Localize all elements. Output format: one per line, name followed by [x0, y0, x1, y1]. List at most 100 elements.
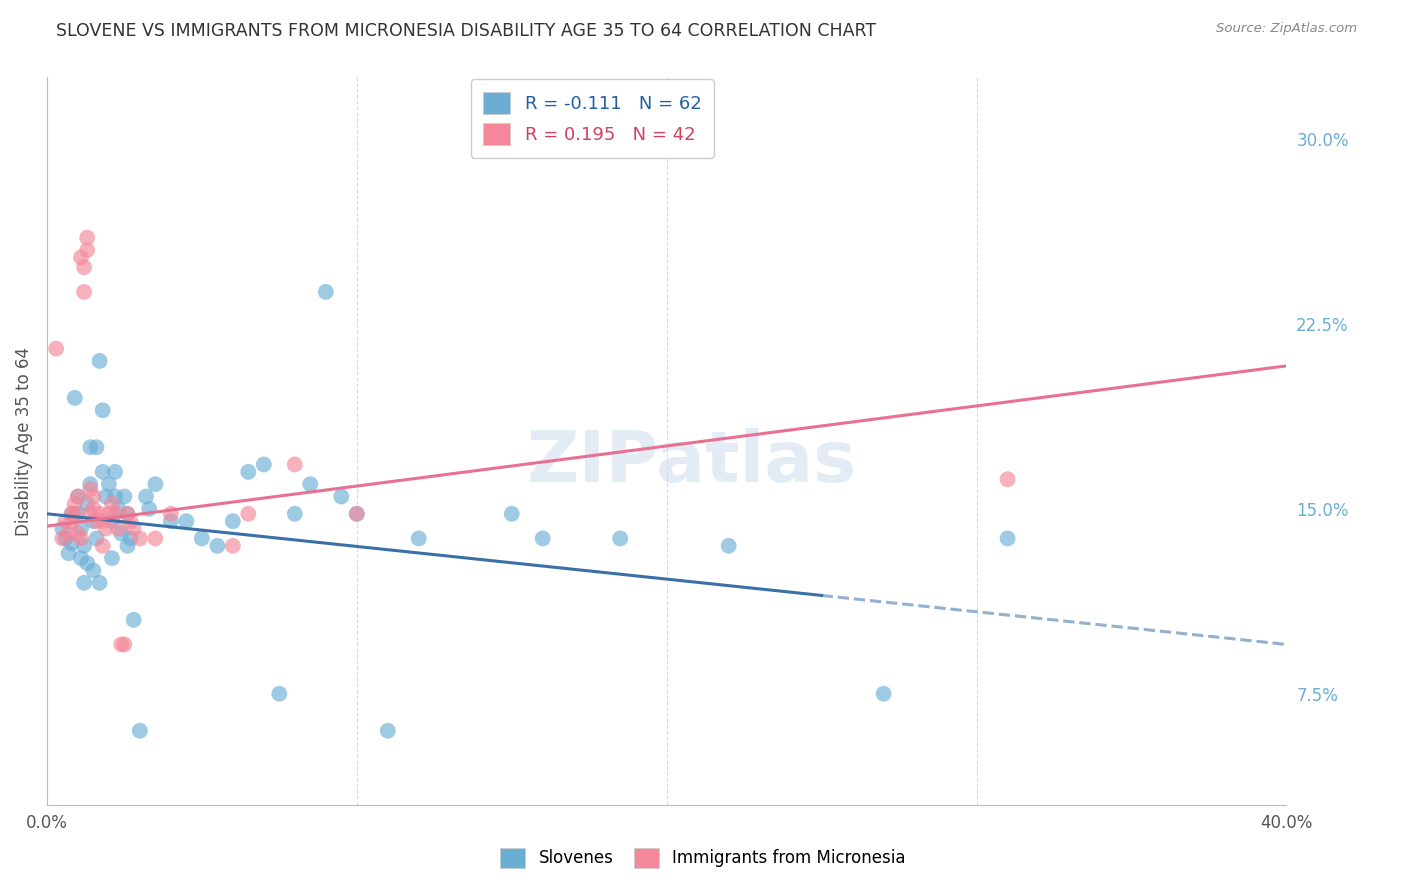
Point [86, 514, 108, 528]
Point [112, 637, 135, 651]
Point [89, 575, 111, 590]
Point [346, 507, 368, 521]
Point [58, 526, 80, 541]
Point [408, 532, 430, 546]
Point [717, 539, 740, 553]
Point [91, 465, 114, 479]
Legend: R = -0.111   N = 62, R = 0.195   N = 42: R = -0.111 N = 62, R = 0.195 N = 42 [471, 79, 714, 158]
Point [94, 522, 117, 536]
Point [70, 522, 93, 536]
Point [79, 440, 101, 454]
Point [70, 251, 93, 265]
Point [346, 507, 368, 521]
Point [86, 532, 108, 546]
Point [76, 243, 98, 257]
Point [60, 536, 83, 550]
Point [207, 539, 229, 553]
Point [70, 532, 93, 546]
Point [117, 507, 139, 521]
Point [872, 687, 894, 701]
Point [101, 497, 124, 511]
Point [79, 507, 101, 521]
Point [94, 490, 117, 504]
Text: Source: ZipAtlas.com: Source: ZipAtlas.com [1216, 22, 1357, 36]
Point [191, 532, 214, 546]
Point [253, 458, 276, 472]
Point [73, 260, 96, 275]
Point [82, 490, 104, 504]
Text: ZIPatlas: ZIPatlas [526, 428, 856, 498]
Point [122, 613, 145, 627]
Point [112, 490, 135, 504]
Point [60, 507, 83, 521]
Point [107, 522, 129, 536]
Point [160, 514, 183, 528]
Point [135, 490, 157, 504]
Legend: Slovenes, Immigrants from Micronesia: Slovenes, Immigrants from Micronesia [494, 841, 912, 875]
Point [110, 637, 132, 651]
Point [160, 507, 183, 521]
Point [86, 440, 108, 454]
Point [66, 490, 89, 504]
Point [82, 564, 104, 578]
Point [73, 575, 96, 590]
Point [73, 539, 96, 553]
Point [122, 522, 145, 536]
Point [609, 532, 631, 546]
Point [299, 477, 322, 491]
Point [76, 497, 98, 511]
Point [51, 532, 73, 546]
Point [76, 230, 98, 244]
Point [104, 490, 127, 504]
Point [138, 501, 160, 516]
Point [120, 532, 142, 546]
Point [63, 497, 86, 511]
Point [63, 507, 86, 521]
Point [91, 403, 114, 417]
Point [82, 501, 104, 516]
Point [176, 514, 198, 528]
Point [76, 556, 98, 570]
Point [110, 526, 132, 541]
Point [97, 507, 120, 521]
Point [91, 539, 114, 553]
Point [143, 477, 166, 491]
Text: SLOVENE VS IMMIGRANTS FROM MICRONESIA DISABILITY AGE 35 TO 64 CORRELATION CHART: SLOVENE VS IMMIGRANTS FROM MICRONESIA DI… [56, 22, 876, 40]
Point [45, 342, 67, 356]
Point [60, 514, 83, 528]
Point [377, 723, 399, 738]
Point [107, 501, 129, 516]
Point [89, 507, 111, 521]
Point [70, 551, 93, 566]
Point [143, 532, 166, 546]
Point [63, 391, 86, 405]
Point [66, 490, 89, 504]
Point [330, 490, 353, 504]
Point [55, 532, 77, 546]
Point [284, 458, 307, 472]
Point [117, 539, 139, 553]
Point [997, 472, 1019, 486]
Point [269, 687, 291, 701]
Point [997, 532, 1019, 546]
Point [79, 477, 101, 491]
Point [91, 514, 114, 528]
Point [104, 465, 127, 479]
Point [117, 507, 139, 521]
Point [284, 507, 307, 521]
Point [238, 507, 260, 521]
Point [101, 514, 124, 528]
Point [501, 507, 523, 521]
Point [97, 477, 120, 491]
Point [51, 522, 73, 536]
Point [66, 526, 89, 541]
Point [89, 354, 111, 368]
Point [222, 514, 245, 528]
Point [66, 507, 89, 521]
Point [222, 539, 245, 553]
Point [55, 514, 77, 528]
Point [101, 551, 124, 566]
Point [315, 285, 337, 299]
Point [104, 507, 127, 521]
Point [531, 532, 554, 546]
